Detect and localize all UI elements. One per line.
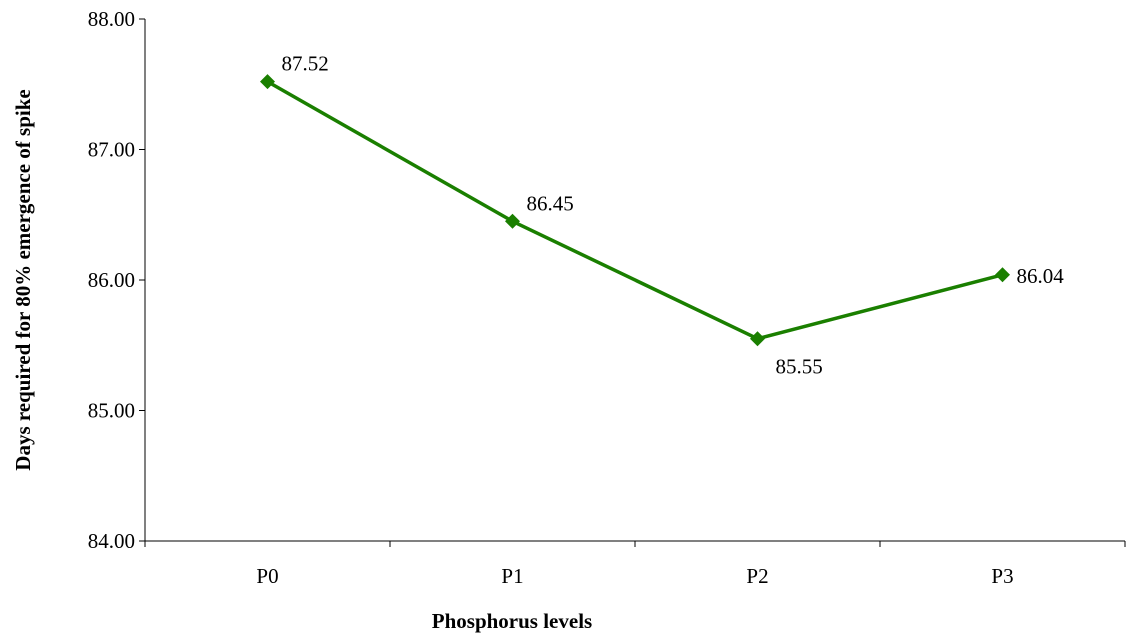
y-tick-label: 87.00 bbox=[88, 138, 135, 162]
y-tick-label: 85.00 bbox=[88, 399, 135, 423]
x-axis-ticks: P0 P1 P2 P3 bbox=[144, 541, 1126, 588]
data-labels: 87.52 86.45 85.55 86.04 bbox=[282, 52, 1065, 379]
x-tick-label: P2 bbox=[746, 564, 768, 588]
data-point bbox=[260, 74, 275, 90]
data-point bbox=[750, 331, 765, 347]
y-axis-ticks: 84.00 85.00 86.00 87.00 88.00 bbox=[88, 7, 145, 553]
series bbox=[260, 74, 1010, 347]
y-tick-label: 84.00 bbox=[88, 529, 135, 553]
data-label: 86.45 bbox=[527, 191, 574, 215]
data-point bbox=[505, 213, 520, 229]
data-label: 85.55 bbox=[776, 355, 823, 379]
series-line bbox=[266, 80, 1003, 341]
data-label: 86.04 bbox=[1017, 264, 1065, 288]
y-tick-label: 88.00 bbox=[88, 7, 135, 31]
x-tick-label: P3 bbox=[991, 564, 1013, 588]
y-tick-label: 86.00 bbox=[88, 268, 135, 292]
x-axis-title: Phosphorus levels bbox=[432, 609, 592, 633]
data-label: 87.52 bbox=[282, 52, 329, 76]
data-point bbox=[995, 267, 1010, 283]
x-tick-label: P1 bbox=[501, 564, 523, 588]
x-tick-label: P0 bbox=[256, 564, 278, 588]
y-axis-title: Days required for 80% emergence of spike bbox=[11, 89, 35, 470]
